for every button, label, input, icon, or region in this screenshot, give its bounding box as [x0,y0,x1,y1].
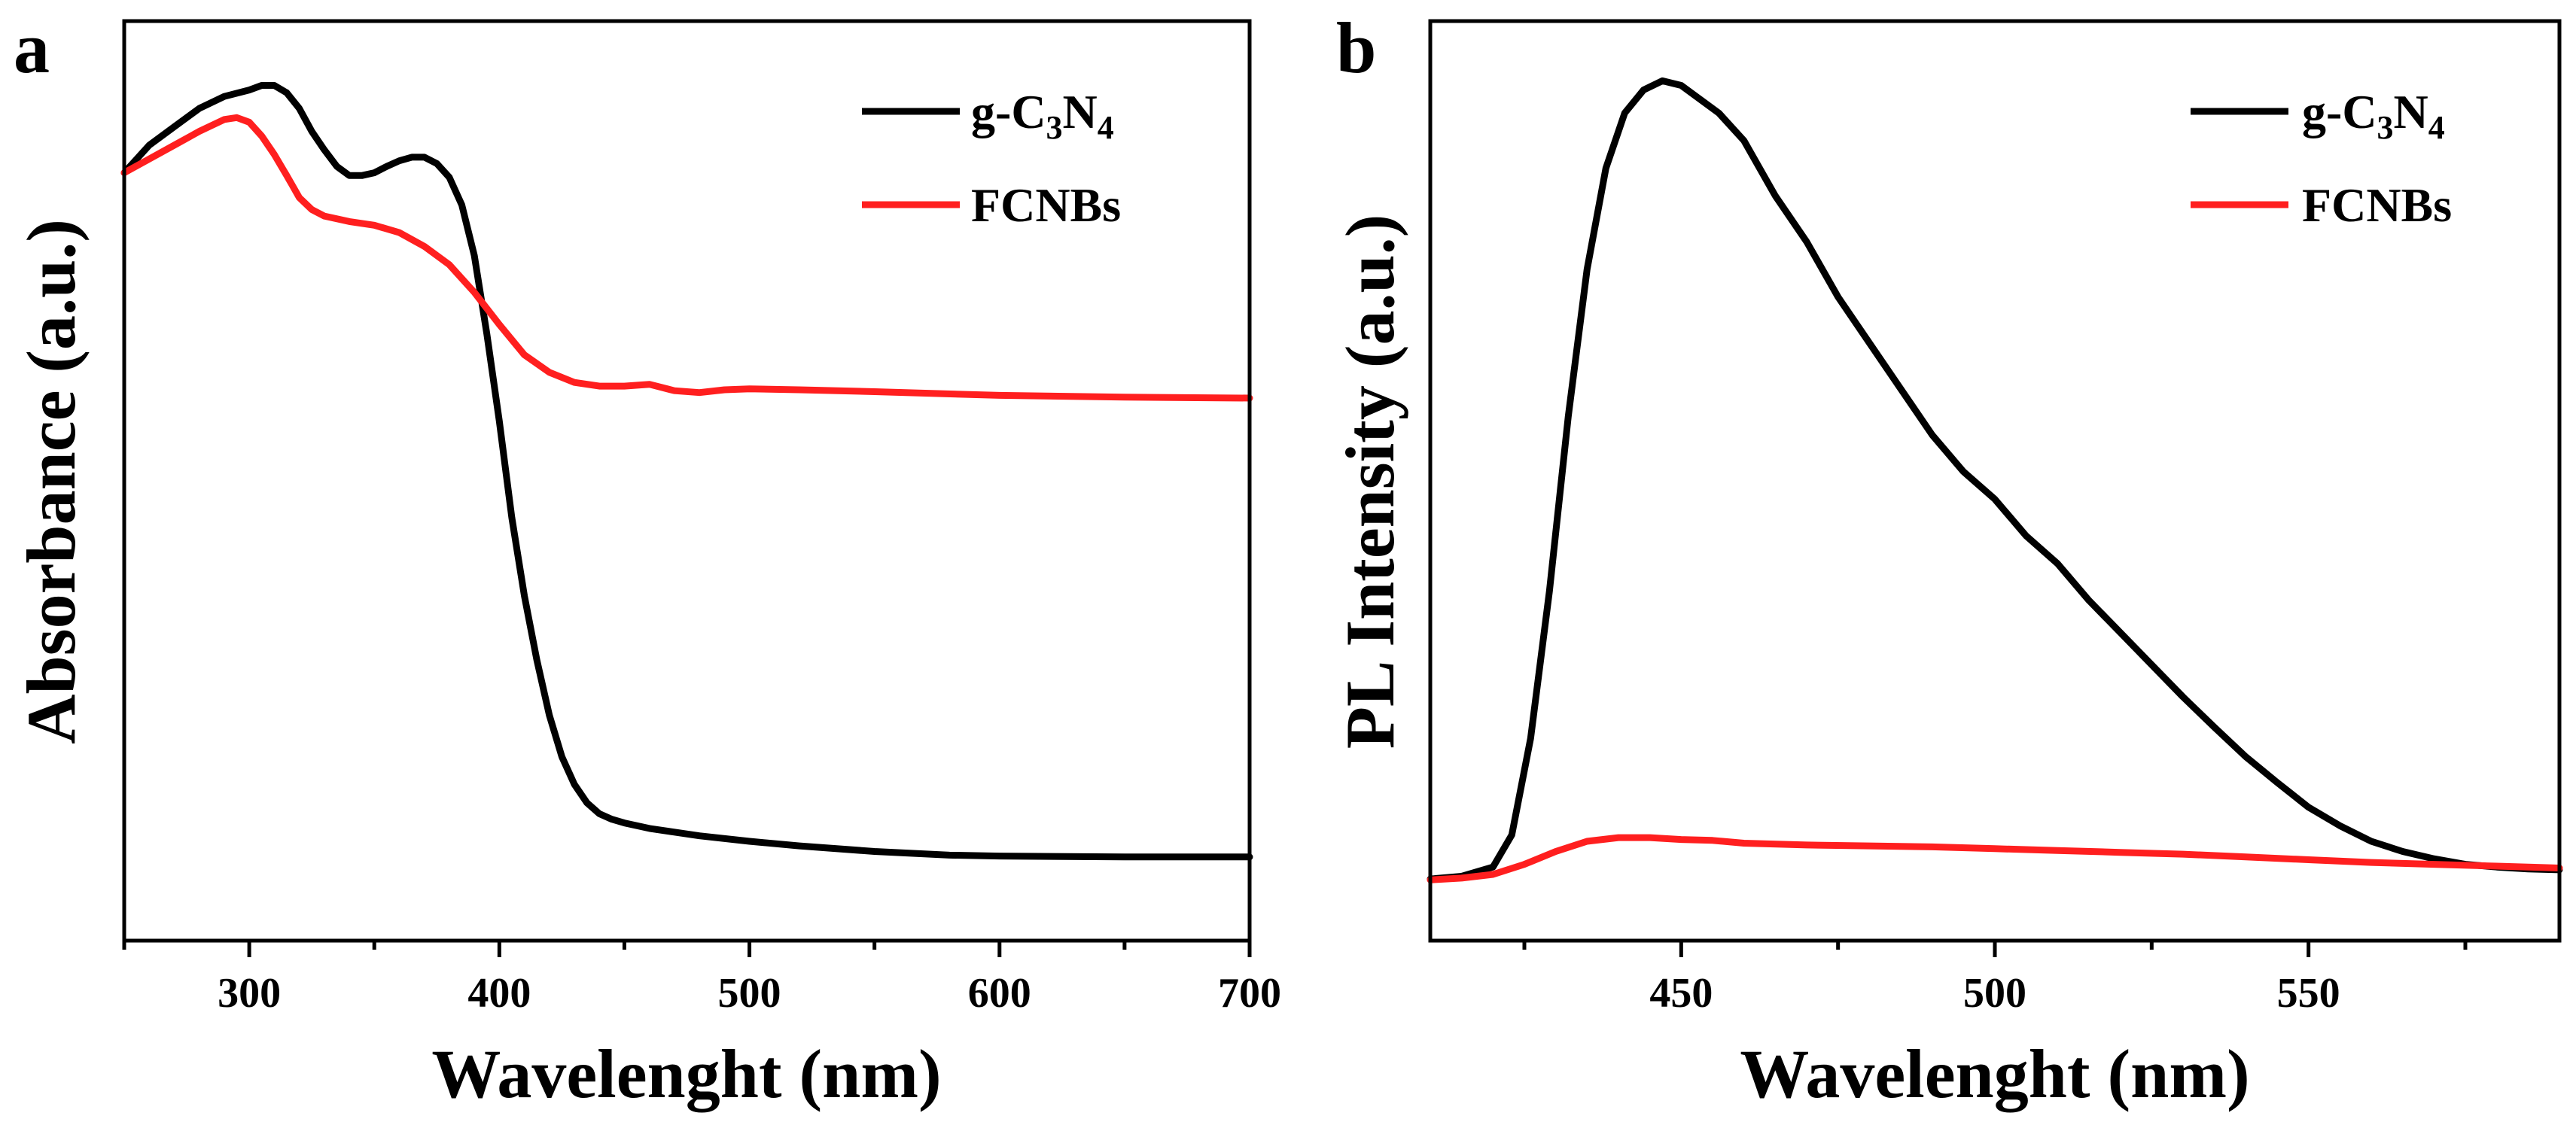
panel-b-legend-label-fcnbs: FCNBs [2302,178,2452,232]
panel-b-legend: g-C3N4 FCNBs [2191,85,2452,232]
panel-b-pl-chart: 450 500 550 b Wavelenght (nm) PL Intensity… [1332,8,2563,1112]
panel-a-plot-frame [122,19,1252,943]
panel-a-x-ticks: 300 400 500 600 700 [122,941,1281,1017]
panel-b-x-axis-title: Wavelenght (nm) [1740,1035,2249,1112]
panel-a-x-tick-label: 300 [218,970,281,1017]
panel-b-series-line-g-c3n4 [1427,77,2563,883]
panel-a-x-tick-label: 700 [1218,970,1281,1017]
panel-a-series-line-fcnbs [120,114,1253,402]
panel-a-x-tick-label: 600 [968,970,1031,1017]
panel-a-legend-label-g-c3n4: g-C3N4 [971,85,1114,146]
panel-a-absorbance-chart: 300 400 500 600 700 a Wavelenght (nm) Absorb… [13,8,1281,1112]
panel-b-letter: b [1336,8,1376,88]
panel-a-legend-label-fcnbs: FCNBs [971,178,1121,232]
panel-a-series-line-g-c3n4 [120,82,1253,861]
panel-b-x-tick-label: 500 [1963,970,2026,1017]
panel-b-legend-label-g-c3n4: g-C3N4 [2302,85,2445,146]
panel-b-series-group [1427,77,2563,883]
panel-b-y-axis-title: PL Intensity (a.u.) [1332,214,1408,749]
panel-b-x-ticks: 450 500 550 [1522,941,2468,1017]
panel-a-letter: a [14,8,50,88]
panel-b-x-tick-label: 550 [2277,970,2340,1017]
panel-b-series-line-fcnbs [1427,834,2563,883]
panel-a-series-group [120,82,1253,861]
panel-a-y-axis-title: Absorbance (a.u.) [13,219,90,744]
panel-a-x-tick-label: 400 [467,970,531,1017]
panel-a-x-tick-label: 500 [718,970,781,1017]
panel-a-legend: g-C3N4 FCNBs [862,85,1121,232]
panel-b-x-tick-label: 450 [1649,970,1713,1017]
panel-a-x-axis-title: Wavelenght (nm) [431,1035,941,1112]
